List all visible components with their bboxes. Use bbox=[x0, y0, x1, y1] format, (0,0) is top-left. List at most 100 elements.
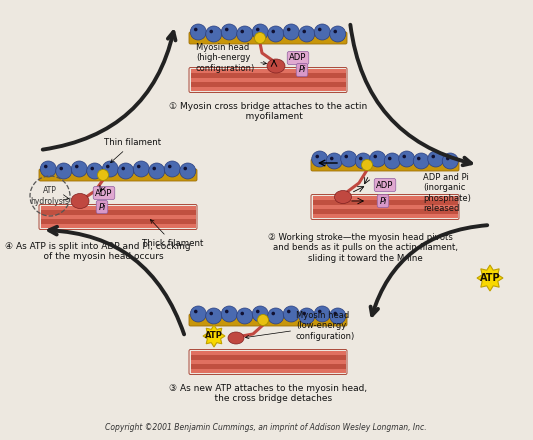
FancyBboxPatch shape bbox=[41, 210, 196, 215]
Text: ADP and Pi
(inorganic
phosphate)
released: ADP and Pi (inorganic phosphate) release… bbox=[423, 173, 471, 213]
Circle shape bbox=[102, 161, 118, 177]
Circle shape bbox=[98, 169, 109, 180]
Ellipse shape bbox=[267, 59, 285, 73]
Text: Myosin head
(low-energy
configuration): Myosin head (low-energy configuration) bbox=[246, 311, 356, 341]
Circle shape bbox=[252, 24, 268, 40]
Circle shape bbox=[344, 155, 348, 158]
Circle shape bbox=[41, 161, 56, 177]
Circle shape bbox=[256, 310, 260, 313]
Circle shape bbox=[399, 151, 415, 167]
Circle shape bbox=[164, 161, 180, 177]
Circle shape bbox=[334, 312, 337, 315]
FancyBboxPatch shape bbox=[189, 314, 347, 326]
Circle shape bbox=[257, 315, 269, 326]
Circle shape bbox=[283, 306, 299, 322]
Circle shape bbox=[256, 28, 260, 31]
Circle shape bbox=[221, 24, 237, 40]
Circle shape bbox=[287, 310, 290, 313]
Circle shape bbox=[271, 29, 275, 33]
Circle shape bbox=[254, 33, 265, 44]
Circle shape bbox=[183, 167, 187, 170]
Circle shape bbox=[314, 24, 330, 40]
FancyBboxPatch shape bbox=[190, 69, 345, 74]
Circle shape bbox=[318, 310, 321, 313]
Circle shape bbox=[428, 151, 444, 167]
Circle shape bbox=[221, 306, 237, 322]
Circle shape bbox=[287, 28, 290, 31]
Polygon shape bbox=[203, 325, 225, 347]
Circle shape bbox=[302, 29, 306, 33]
FancyBboxPatch shape bbox=[312, 196, 457, 201]
Circle shape bbox=[240, 29, 244, 33]
Text: ATP: ATP bbox=[480, 273, 500, 283]
FancyBboxPatch shape bbox=[190, 360, 345, 365]
Circle shape bbox=[206, 26, 222, 42]
Polygon shape bbox=[477, 265, 503, 291]
FancyBboxPatch shape bbox=[190, 351, 345, 356]
FancyBboxPatch shape bbox=[312, 213, 457, 219]
Circle shape bbox=[149, 163, 165, 179]
FancyBboxPatch shape bbox=[41, 219, 196, 224]
FancyBboxPatch shape bbox=[190, 73, 345, 78]
Text: ATP
hydrolysis: ATP hydrolysis bbox=[30, 186, 69, 205]
Circle shape bbox=[237, 26, 253, 42]
Circle shape bbox=[252, 306, 268, 322]
Ellipse shape bbox=[335, 191, 351, 203]
Circle shape bbox=[137, 165, 141, 168]
Text: ① Myosin cross bridge attaches to the actin
    myofilament: ① Myosin cross bridge attaches to the ac… bbox=[169, 102, 367, 121]
Text: Thick filament: Thick filament bbox=[142, 220, 204, 248]
Circle shape bbox=[431, 155, 435, 158]
Circle shape bbox=[268, 308, 284, 324]
Text: Pi: Pi bbox=[298, 66, 306, 74]
Text: ADP: ADP bbox=[289, 54, 306, 62]
FancyBboxPatch shape bbox=[190, 369, 345, 374]
Circle shape bbox=[299, 308, 315, 324]
Circle shape bbox=[312, 151, 328, 167]
FancyBboxPatch shape bbox=[189, 32, 347, 44]
Circle shape bbox=[180, 163, 196, 179]
Circle shape bbox=[190, 306, 206, 322]
Circle shape bbox=[194, 310, 198, 313]
Text: ADP: ADP bbox=[376, 180, 394, 190]
Ellipse shape bbox=[71, 194, 89, 209]
Circle shape bbox=[190, 24, 206, 40]
Text: ④ As ATP is split into ADP and Pi, cocking
    of the myosin head occurs: ④ As ATP is split into ADP and Pi, cocki… bbox=[5, 242, 191, 261]
Circle shape bbox=[271, 312, 275, 315]
Text: Pi: Pi bbox=[98, 202, 106, 212]
Circle shape bbox=[225, 28, 229, 31]
Text: Pi: Pi bbox=[379, 197, 386, 205]
FancyBboxPatch shape bbox=[190, 78, 345, 83]
Text: ATP: ATP bbox=[205, 331, 223, 341]
FancyBboxPatch shape bbox=[190, 82, 345, 87]
Circle shape bbox=[87, 163, 103, 179]
Circle shape bbox=[194, 28, 198, 31]
Text: ② Working stroke—the myosin head pivots
    and bends as it pulls on the actin f: ② Working stroke—the myosin head pivots … bbox=[262, 233, 458, 263]
Circle shape bbox=[370, 151, 386, 167]
Circle shape bbox=[206, 308, 222, 324]
Circle shape bbox=[374, 155, 377, 158]
Circle shape bbox=[316, 155, 319, 158]
Circle shape bbox=[44, 165, 47, 168]
Circle shape bbox=[413, 153, 429, 169]
FancyBboxPatch shape bbox=[190, 364, 345, 369]
Circle shape bbox=[302, 312, 306, 315]
FancyBboxPatch shape bbox=[311, 159, 459, 171]
Circle shape bbox=[237, 308, 253, 324]
FancyBboxPatch shape bbox=[41, 224, 196, 228]
Circle shape bbox=[106, 165, 110, 168]
Circle shape bbox=[384, 153, 400, 169]
Circle shape bbox=[442, 153, 458, 169]
Circle shape bbox=[133, 161, 149, 177]
FancyBboxPatch shape bbox=[41, 206, 196, 211]
Circle shape bbox=[330, 308, 346, 324]
FancyBboxPatch shape bbox=[190, 87, 345, 92]
Text: Thin filament: Thin filament bbox=[104, 138, 161, 163]
FancyBboxPatch shape bbox=[312, 205, 457, 210]
Text: ③ As new ATP attaches to the myosin head,
    the cross bridge detaches: ③ As new ATP attaches to the myosin head… bbox=[169, 384, 367, 403]
Circle shape bbox=[56, 163, 72, 179]
Circle shape bbox=[334, 29, 337, 33]
Circle shape bbox=[388, 157, 392, 160]
Circle shape bbox=[402, 155, 406, 158]
FancyBboxPatch shape bbox=[39, 169, 197, 181]
Circle shape bbox=[299, 26, 315, 42]
